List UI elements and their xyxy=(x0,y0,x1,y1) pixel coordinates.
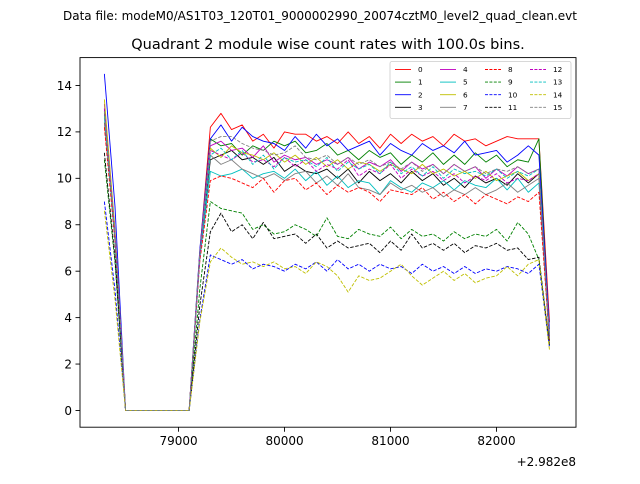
y-tick-label: 8 xyxy=(64,218,72,232)
y-tick-label: 6 xyxy=(64,264,72,278)
x-tick-label: 82000 xyxy=(477,434,515,448)
series-line-9 xyxy=(103,159,550,411)
axes-frame xyxy=(79,57,577,428)
figure-suptitle: Data file: modeM0/AS1T03_120T01_90000029… xyxy=(63,9,577,23)
y-tick-label: 10 xyxy=(57,172,72,186)
chart-title: Quadrant 2 module wise count rates with … xyxy=(131,37,525,53)
legend-label-7: 7 xyxy=(463,103,468,112)
legend-label-14: 14 xyxy=(553,90,563,99)
legend-label-3: 3 xyxy=(418,103,423,112)
x-tick-label: 80000 xyxy=(265,434,303,448)
legend-label-12: 12 xyxy=(553,65,562,74)
series-line-14 xyxy=(103,210,550,411)
y-tick-label: 2 xyxy=(64,357,72,371)
series-line-3 xyxy=(103,108,550,411)
legend-label-15: 15 xyxy=(553,103,562,112)
x-offset-label: +2.982e8 xyxy=(517,455,576,469)
y-tick-label: 14 xyxy=(57,79,72,93)
series-line-2 xyxy=(103,73,550,411)
legend-frame xyxy=(389,61,572,119)
y-tick-label: 0 xyxy=(64,404,72,418)
x-tick-label: 79000 xyxy=(159,434,197,448)
series-line-11 xyxy=(103,152,550,411)
y-tick-label: 12 xyxy=(57,125,72,139)
legend-label-9: 9 xyxy=(508,78,513,87)
legend-label-10: 10 xyxy=(508,90,518,99)
series-line-12 xyxy=(103,108,550,411)
series-line-10 xyxy=(103,201,550,411)
legend-label-13: 13 xyxy=(553,78,563,87)
series-line-15 xyxy=(103,110,550,411)
series-line-7 xyxy=(103,110,550,411)
legend-label-8: 8 xyxy=(508,65,513,74)
legend-label-1: 1 xyxy=(418,78,423,87)
legend-label-6: 6 xyxy=(463,90,468,99)
legend-label-2: 2 xyxy=(418,90,423,99)
x-tick-label: 81000 xyxy=(371,434,409,448)
legend-label-5: 5 xyxy=(463,78,468,87)
legend-label-11: 11 xyxy=(508,103,517,112)
legend-label-0: 0 xyxy=(418,65,423,74)
series-line-4 xyxy=(103,103,550,411)
series-line-5 xyxy=(103,117,550,411)
series-layer xyxy=(103,73,550,411)
y-tick-label: 4 xyxy=(64,311,72,325)
legend-label-4: 4 xyxy=(463,65,468,74)
series-line-8 xyxy=(103,127,550,411)
